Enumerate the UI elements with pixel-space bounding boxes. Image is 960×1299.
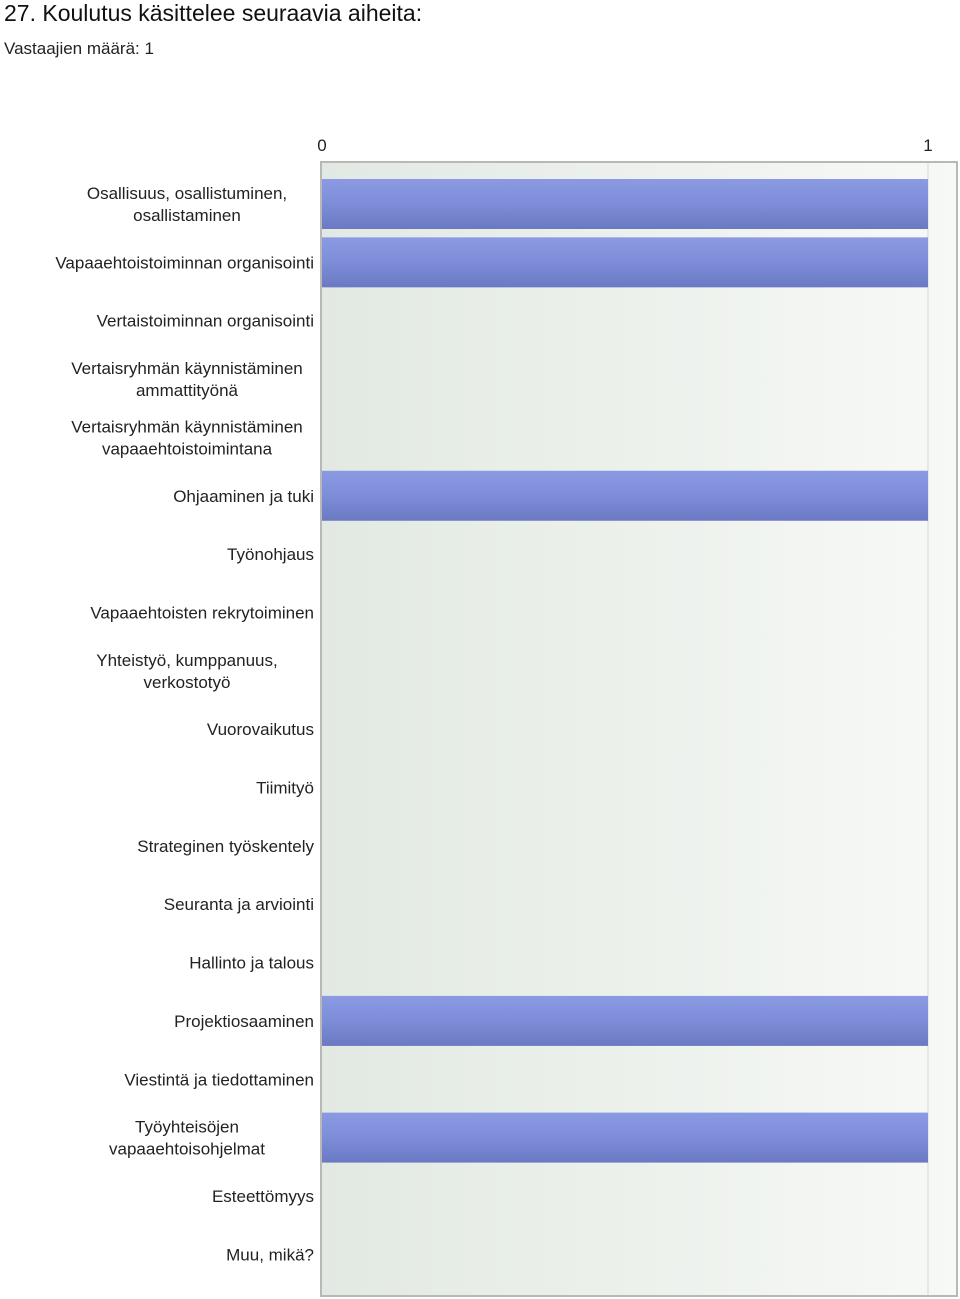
category-label: Vertaisryhmän käynnistäminen xyxy=(71,359,303,378)
x-tick-label: 0 xyxy=(317,136,326,155)
category-label: Viestintä ja tiedottaminen xyxy=(124,1070,314,1089)
category-label: Muu, mikä? xyxy=(226,1245,314,1264)
category-label: Työnohjaus xyxy=(227,545,314,564)
category-label: verkostotyö xyxy=(144,673,231,692)
category-label: Esteettömyys xyxy=(212,1187,314,1206)
x-tick-label: 1 xyxy=(923,136,932,155)
category-label: Yhteistyö, kumppanuus, xyxy=(96,651,277,670)
bar xyxy=(322,179,928,229)
category-label: Strateginen työskentely xyxy=(137,837,314,856)
category-label: Vertaistoiminnan organisointi xyxy=(97,312,314,331)
category-label: Projektiosaaminen xyxy=(174,1012,314,1031)
category-label: osallistaminen xyxy=(133,206,241,225)
category-label: Vuorovaikutus xyxy=(207,720,314,739)
bar xyxy=(322,470,928,521)
respondent-count: Vastaajien määrä: 1 xyxy=(4,39,154,58)
bars xyxy=(322,179,928,1163)
category-labels: Osallisuus, osallistuminen, osallistamine… xyxy=(55,184,314,1264)
category-label: Työyhteisöjen xyxy=(135,1118,239,1137)
category-label: Tiimityö xyxy=(256,779,314,798)
category-label: Ohjaaminen ja tuki xyxy=(173,487,314,506)
plot-area xyxy=(321,162,957,1296)
category-label: vapaaehtoistoimintana xyxy=(102,439,273,458)
bar xyxy=(322,995,928,1046)
category-label: Vapaaehtoisten rekrytoiminen xyxy=(90,603,314,622)
category-label: Osallisuus, osallistuminen, xyxy=(87,184,287,203)
page-title: 27. Koulutus käsittelee seuraavia aiheit… xyxy=(4,0,423,26)
category-label: Vapaaehtoistoiminnan organisointi xyxy=(55,253,314,272)
category-label: vapaaehtoisohjelmat xyxy=(109,1140,265,1159)
plot-frame xyxy=(320,161,958,1297)
category-label: ammattityönä xyxy=(136,381,239,400)
category-label: Hallinto ja talous xyxy=(189,954,314,973)
bar xyxy=(322,1112,928,1163)
category-label: Seuranta ja arviointi xyxy=(164,895,314,914)
bar xyxy=(322,237,928,288)
category-label: Vertaisryhmän käynnistäminen xyxy=(71,417,303,436)
